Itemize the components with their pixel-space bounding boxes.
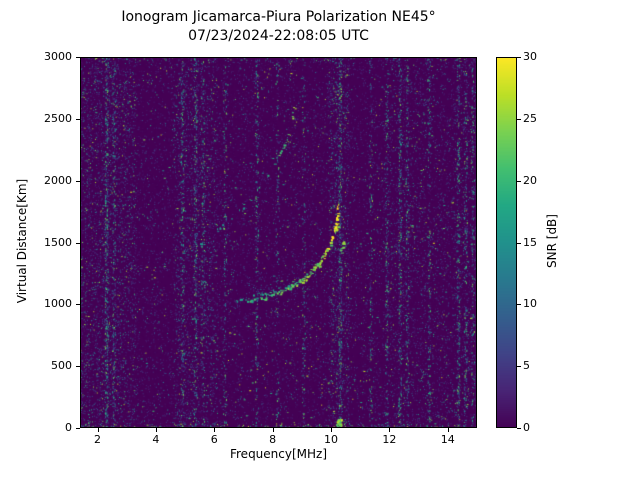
y-tick-label: 1000 <box>44 297 72 311</box>
colorbar-tick-mark <box>517 366 521 368</box>
colorbar-tick-label: 0 <box>523 421 530 434</box>
colorbar-tick-mark <box>517 180 521 182</box>
x-tick-label: 14 <box>440 433 455 446</box>
y-tick-label: 500 <box>51 359 72 373</box>
y-axis-label: Virtual Distance[Km] <box>15 178 29 304</box>
y-tick-mark <box>76 366 80 368</box>
y-tick-label: 1500 <box>44 235 72 249</box>
x-tick-mark <box>214 428 216 432</box>
x-tick-mark <box>389 428 391 432</box>
x-tick-label: 6 <box>210 433 218 446</box>
colorbar-tick-label: 30 <box>523 50 537 63</box>
x-tick-label: 4 <box>152 433 160 446</box>
colorbar-tick-mark <box>517 428 521 429</box>
colorbar-tick-label: 10 <box>523 297 537 311</box>
x-axis-label: Frequency[MHz] <box>229 447 328 461</box>
y-tick-mark <box>76 57 80 58</box>
colorbar-tick-label: 20 <box>523 173 537 187</box>
y-tick-label: 0 <box>65 421 72 434</box>
chart-subtitle: 07/23/2024-22:08:05 UTC <box>188 28 369 44</box>
x-tick-mark <box>272 428 274 432</box>
y-tick-mark <box>76 242 80 244</box>
x-tick-label: 2 <box>94 433 101 446</box>
x-tick-mark <box>331 428 333 432</box>
x-tick-mark <box>155 428 157 432</box>
colorbar-tick-label: 5 <box>523 359 530 373</box>
x-tick-mark <box>97 428 99 432</box>
y-tick-mark <box>76 180 80 182</box>
x-tick-mark <box>447 428 449 432</box>
y-tick-label: 2000 <box>44 173 72 187</box>
y-tick-label: 2500 <box>44 111 72 125</box>
y-tick-mark <box>76 428 80 429</box>
chart-title: Ionogram Jicamarca-Piura Polarization NE… <box>121 9 436 25</box>
colorbar-tick-label: 15 <box>523 235 537 249</box>
y-tick-mark <box>76 118 80 120</box>
colorbar-tick-mark <box>517 304 521 306</box>
colorbar-tick-mark <box>517 57 521 58</box>
ionogram-heatmap-canvas <box>80 57 477 428</box>
y-tick-label: 3000 <box>44 50 72 63</box>
colorbar-tick-label: 25 <box>523 111 537 125</box>
x-tick-label: 12 <box>382 433 397 446</box>
colorbar-tick-mark <box>517 118 521 120</box>
x-tick-label: 10 <box>324 433 339 446</box>
colorbar-tick-mark <box>517 242 521 244</box>
colorbar-canvas <box>496 57 517 428</box>
y-tick-mark <box>76 304 80 306</box>
x-tick-label: 8 <box>269 433 277 446</box>
